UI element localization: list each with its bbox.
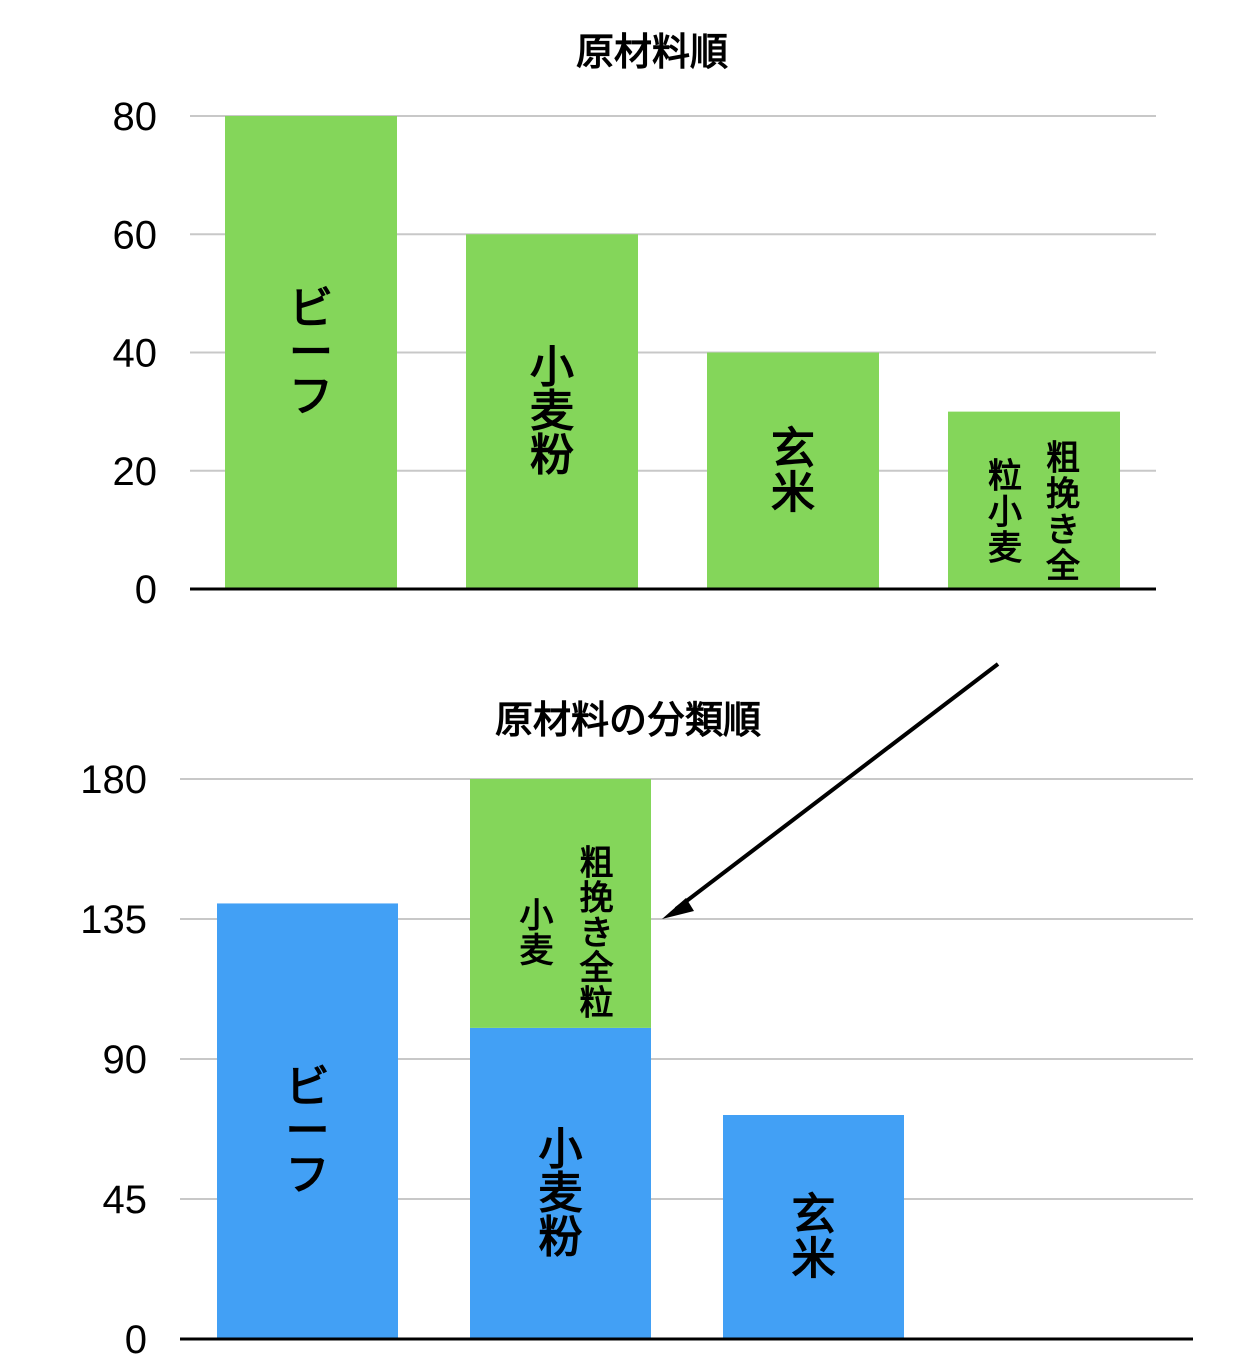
y-tick-label: 40 xyxy=(113,332,158,376)
bar-segment xyxy=(470,1027,651,1339)
bar-segment xyxy=(470,779,651,1028)
bar-label-char: フ xyxy=(289,371,333,422)
annotation-arrow xyxy=(662,662,1000,919)
arrow-line xyxy=(674,662,1000,911)
bar xyxy=(466,234,638,589)
bar-label-char: 挽 xyxy=(1046,474,1080,514)
arrow-head xyxy=(662,898,694,919)
chart-title: 原材料順 xyxy=(576,30,728,74)
y-tick-label: 0 xyxy=(125,1318,147,1362)
bar-label-char: 玄 xyxy=(792,1190,836,1241)
bar-label-char: 挽 xyxy=(580,878,614,918)
bar-label-char: 粒 xyxy=(988,456,1022,496)
y-tick-label: 60 xyxy=(113,213,158,257)
y-tick-label: 80 xyxy=(113,95,158,139)
bar-segment xyxy=(723,1115,904,1339)
bar xyxy=(225,116,397,589)
chart-title: 原材料の分類順 xyxy=(495,698,761,742)
y-tick-label: 180 xyxy=(80,758,147,802)
bar-label-char: 小 xyxy=(988,492,1022,532)
bar-label-char: き xyxy=(1046,510,1080,550)
bar-label-char: 粉 xyxy=(539,1212,583,1263)
bar-label-char: 米 xyxy=(792,1234,836,1285)
bar-label-char: 小 xyxy=(539,1124,583,1175)
bar xyxy=(948,411,1120,589)
bar-label-char: 玄 xyxy=(771,423,815,474)
y-tick-label: 135 xyxy=(80,898,147,942)
y-tick-label: 0 xyxy=(135,568,157,612)
bar-label-char: ビ xyxy=(286,1062,330,1113)
bar-label-char: ー xyxy=(286,1106,330,1157)
y-tick-label: 90 xyxy=(103,1038,148,1082)
bar-label-char: き xyxy=(580,913,614,953)
bar-label-char: 米 xyxy=(771,467,815,518)
bar-label-char: フ xyxy=(286,1150,330,1201)
bar-label-char: 粗 xyxy=(1046,438,1080,478)
bar xyxy=(707,352,879,589)
bar-label-char: 粒 xyxy=(580,983,614,1023)
bar-label-char: 全 xyxy=(1045,546,1081,586)
bar-label-char: 麦 xyxy=(530,386,574,437)
bar-label-char: 粉 xyxy=(530,430,574,481)
bar-label-char: 粗 xyxy=(580,843,614,883)
bar-label-char: ー xyxy=(289,327,333,378)
bar-label-char: 小 xyxy=(520,896,554,936)
y-tick-label: 20 xyxy=(113,450,158,494)
bar-label-char: 麦 xyxy=(539,1168,583,1219)
bar-segment xyxy=(217,903,398,1339)
bar-label-char: 麦 xyxy=(988,528,1022,568)
bar-label-char: 小 xyxy=(530,342,574,393)
bar-label-char: 全 xyxy=(579,948,615,988)
y-tick-label: 45 xyxy=(103,1178,148,1222)
bar-label-char: 麦 xyxy=(520,931,554,971)
bar-label-char: ビ xyxy=(289,283,333,334)
